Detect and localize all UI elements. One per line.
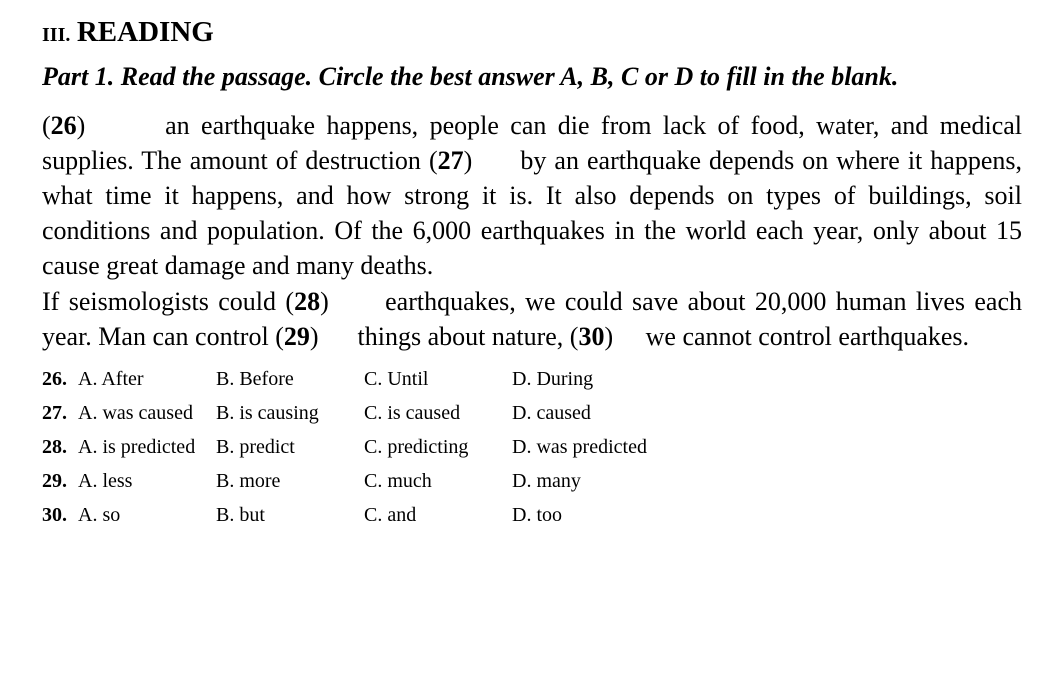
option-d: D. During [512, 362, 593, 396]
option-d: D. caused [512, 396, 591, 430]
option-c: C. much [364, 464, 512, 498]
option-row: 28. A. is predicted B. predict C. predic… [42, 430, 1022, 464]
option-c: C. is caused [364, 396, 512, 430]
blank-29: 29 [284, 322, 310, 351]
passage-paragraph-1: (26) an earthquake happens, people can d… [42, 108, 1022, 283]
option-b: B. predict [216, 430, 364, 464]
option-d: D. was predicted [512, 430, 647, 464]
option-b: B. more [216, 464, 364, 498]
option-row: 27. A. was caused B. is causing C. is ca… [42, 396, 1022, 430]
blank-27: 27 [438, 146, 464, 175]
blank-30: 30 [578, 322, 604, 351]
passage-text: ( [42, 111, 51, 140]
passage-text: If seismologists could ( [42, 287, 294, 316]
option-a: A. After [78, 362, 216, 396]
passage-text: ) we cannot control earthquakes. [604, 322, 969, 351]
passage-paragraph-2: If seismologists could (28) earthquakes,… [42, 284, 1022, 354]
option-b: B. but [216, 498, 364, 532]
passage: (26) an earthquake happens, people can d… [42, 108, 1022, 354]
option-b: B. is causing [216, 396, 364, 430]
instructions: Part 1. Read the passage. Circle the bes… [42, 59, 1022, 94]
passage-text: ) things about nature, ( [310, 322, 579, 351]
option-c: C. and [364, 498, 512, 532]
option-row: 29. A. less B. more C. much D. many [42, 464, 1022, 498]
option-a: A. less [78, 464, 216, 498]
page: III. READING Part 1. Read the passage. C… [0, 0, 1064, 680]
blank-26: 26 [51, 111, 77, 140]
section-heading: III. READING [42, 16, 1022, 49]
option-number: 28. [42, 430, 78, 464]
section-title: READING [77, 16, 214, 48]
option-number: 27. [42, 396, 78, 430]
option-b: B. Before [216, 362, 364, 396]
option-number: 30. [42, 498, 78, 532]
option-row: 30. A. so B. but C. and D. too [42, 498, 1022, 532]
section-roman: III. [42, 24, 70, 46]
blank-28: 28 [294, 287, 320, 316]
options-block: 26. A. After B. Before C. Until D. Durin… [42, 362, 1022, 532]
option-number: 26. [42, 362, 78, 396]
option-d: D. too [512, 498, 562, 532]
option-c: C. Until [364, 362, 512, 396]
option-c: C. predicting [364, 430, 512, 464]
option-row: 26. A. After B. Before C. Until D. Durin… [42, 362, 1022, 396]
option-a: A. was caused [78, 396, 216, 430]
option-a: A. is predicted [78, 430, 216, 464]
option-a: A. so [78, 498, 216, 532]
option-number: 29. [42, 464, 78, 498]
option-d: D. many [512, 464, 581, 498]
